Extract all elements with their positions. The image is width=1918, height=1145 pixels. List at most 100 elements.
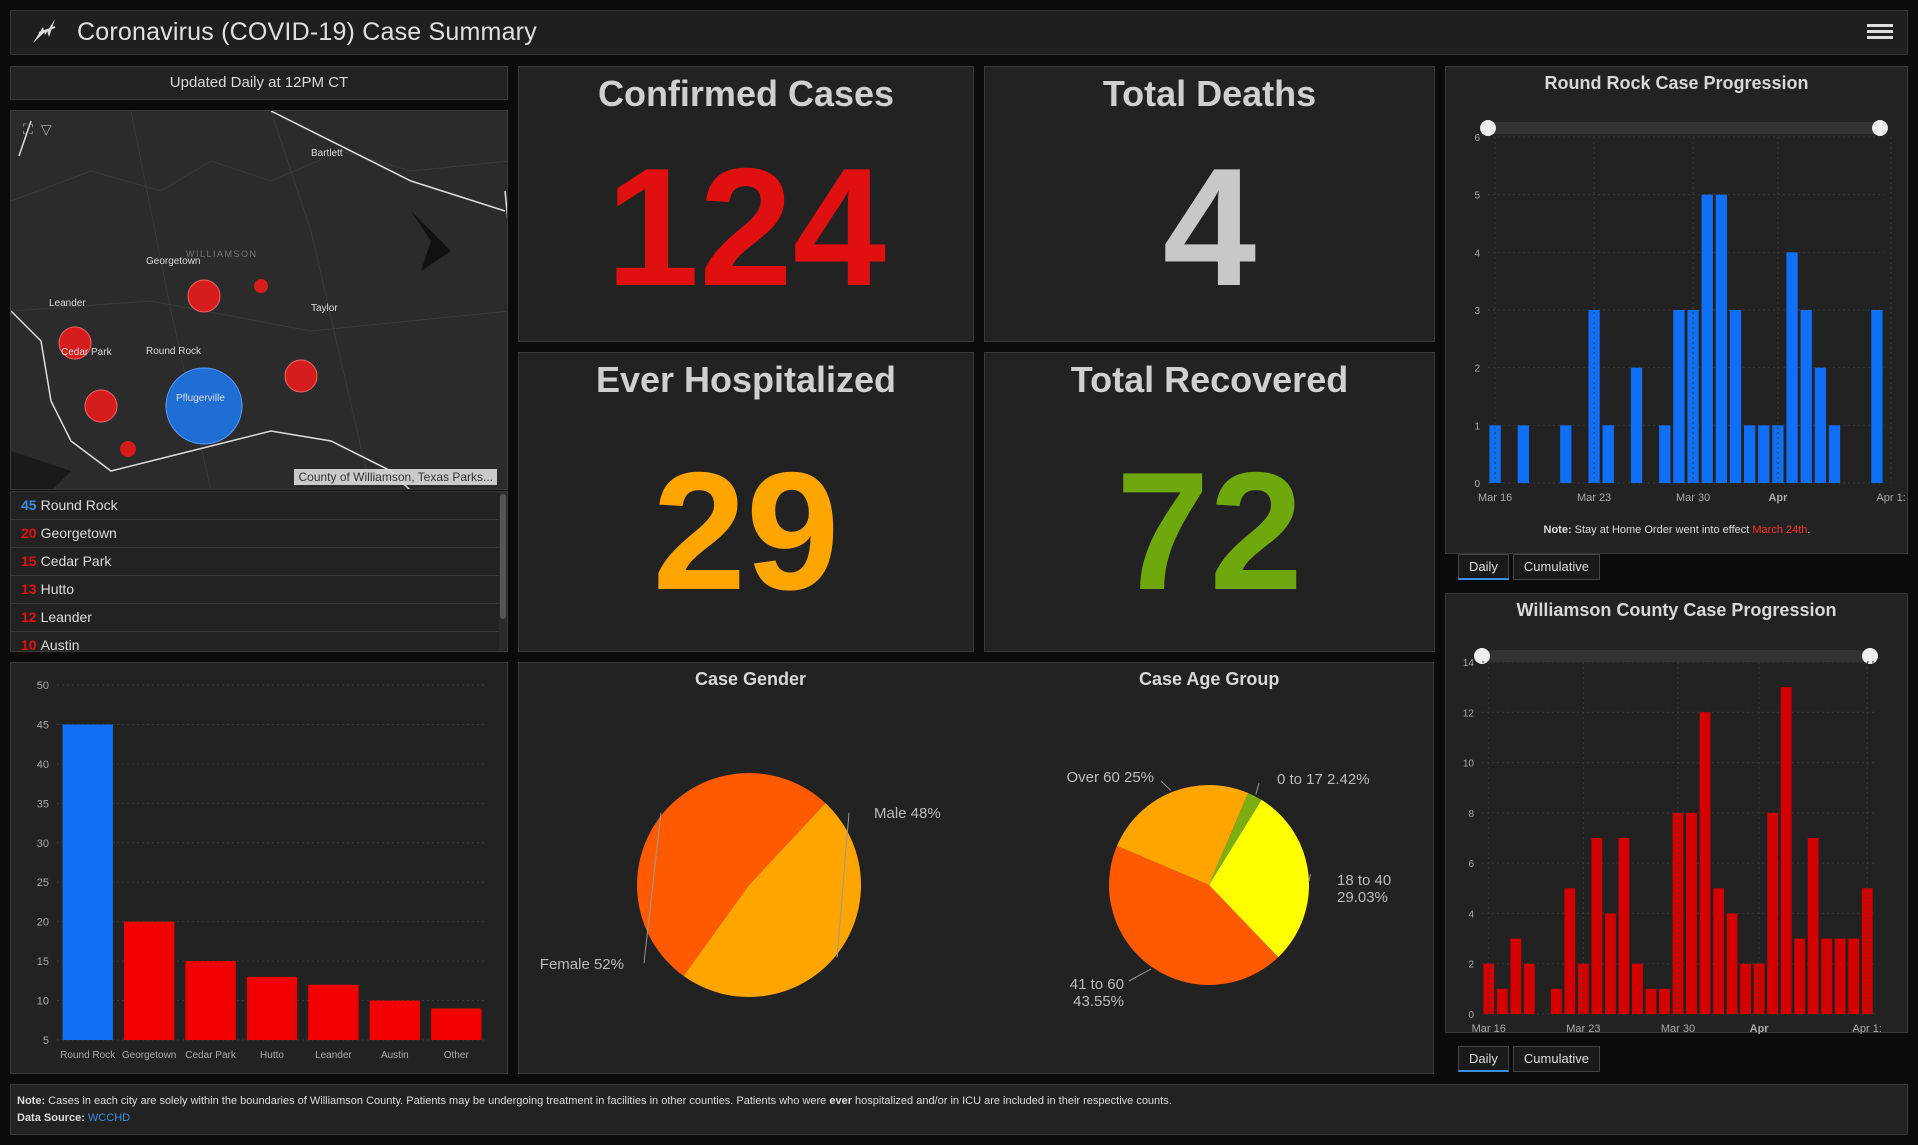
city-list-item[interactable]: 45 Round Rock [11, 492, 507, 520]
georgetown-marker[interactable] [187, 279, 221, 313]
bar[interactable] [62, 724, 113, 1040]
bar[interactable] [1618, 838, 1630, 1014]
bar[interactable] [185, 961, 236, 1040]
bar[interactable] [1848, 938, 1860, 1014]
bar[interactable] [1729, 310, 1742, 483]
bar[interactable] [1828, 425, 1841, 483]
footer-note-bold: ever [829, 1095, 852, 1107]
case-map[interactable]: ⛶ ▽ Bartlett Georgetown WILLIAMSON Leander T… [10, 110, 508, 490]
bar[interactable] [1659, 425, 1671, 483]
bar[interactable] [1821, 938, 1833, 1014]
pie-slice[interactable] [1109, 845, 1279, 985]
chevron-down-icon[interactable]: ▽ [40, 121, 52, 137]
y-tick-label: 4 [1474, 248, 1480, 259]
bar[interactable] [1726, 913, 1738, 1014]
city-list-item[interactable]: 15 Cedar Park [11, 548, 507, 576]
bar[interactable] [1564, 888, 1576, 1014]
bar[interactable] [1489, 425, 1501, 483]
city-list[interactable]: 45 Round Rock 20 Georgetown 15 Cedar Park 13 Hu… [10, 491, 508, 652]
bar[interactable] [1496, 988, 1508, 1014]
x-tick-label: Mar 30 [1676, 492, 1710, 504]
range-slider-handle-start[interactable] [1480, 120, 1496, 136]
bar[interactable] [1713, 888, 1724, 1014]
bar[interactable] [1659, 988, 1670, 1014]
pie-slice[interactable] [1116, 785, 1249, 885]
bar[interactable] [1871, 310, 1883, 483]
bar[interactable] [1807, 838, 1819, 1014]
bar[interactable] [1687, 310, 1699, 483]
bar[interactable] [369, 1000, 421, 1040]
bar[interactable] [1673, 310, 1685, 483]
round-rock-marker[interactable] [165, 367, 243, 445]
bar[interactable] [246, 976, 298, 1040]
bar[interactable] [1780, 687, 1792, 1014]
rr-tab-daily[interactable]: Daily [1458, 554, 1509, 580]
map-select-icon[interactable]: ⛶ [23, 121, 33, 137]
range-slider-track[interactable] [1482, 650, 1874, 662]
range-slider-handle-end[interactable] [1862, 648, 1878, 664]
app-header: Coronavirus (COVID-19) Case Summary [10, 10, 1908, 55]
pie-slice[interactable] [683, 803, 861, 997]
cedar-park-marker[interactable] [84, 389, 118, 423]
wc-tab-cumulative[interactable]: Cumulative [1512, 1046, 1600, 1072]
age-pie-title: Case Age Group [1139, 669, 1280, 689]
city-name: Austin [40, 637, 80, 652]
rr-tab-cumulative[interactable]: Cumulative [1512, 554, 1600, 580]
x-tick-label: Apr [1768, 492, 1788, 504]
bar[interactable] [1510, 938, 1522, 1014]
bar[interactable] [1630, 367, 1643, 483]
bar[interactable] [1686, 812, 1697, 1014]
bar[interactable] [1715, 194, 1728, 483]
bar[interactable] [1701, 194, 1713, 483]
bar[interactable] [1588, 310, 1600, 483]
city-list-item[interactable]: 12 Leander [11, 604, 507, 632]
bar[interactable] [1800, 310, 1812, 483]
austin-marker[interactable] [120, 441, 136, 457]
city-list-item[interactable]: 13 Hutto [11, 576, 507, 604]
bar[interactable] [1632, 963, 1643, 1014]
bar[interactable] [1861, 888, 1873, 1014]
hutto-marker[interactable] [284, 359, 318, 393]
city-list-scrollbar[interactable] [499, 492, 507, 651]
bar[interactable] [1605, 913, 1616, 1014]
range-slider-track[interactable] [1488, 122, 1884, 134]
pie-slice[interactable] [1209, 792, 1262, 885]
bar[interactable] [1699, 712, 1711, 1014]
bar[interactable] [1743, 425, 1756, 483]
bar[interactable] [1767, 812, 1779, 1014]
bar[interactable] [1794, 938, 1806, 1014]
bar[interactable] [1740, 963, 1751, 1014]
city-case-count: 13 [21, 581, 37, 597]
wc-tab-daily[interactable]: Daily [1458, 1046, 1509, 1072]
bar[interactable] [1758, 425, 1770, 483]
bar[interactable] [1550, 988, 1562, 1014]
pie-label: Male 48% [874, 805, 941, 822]
bar[interactable] [1523, 963, 1535, 1014]
bar[interactable] [308, 984, 359, 1040]
bar[interactable] [1602, 425, 1614, 483]
leander-marker[interactable] [58, 326, 92, 360]
bar[interactable] [123, 921, 175, 1040]
bar[interactable] [431, 1008, 482, 1040]
map-attribution[interactable]: County of Williamson, Texas Parks... [294, 469, 497, 485]
data-source-link[interactable]: WCCHD [87, 1112, 131, 1124]
hamburger-menu-icon[interactable] [1867, 21, 1893, 43]
williamson-marker[interactable] [254, 279, 268, 293]
pie-label: 18 to 40 29.03% [1337, 872, 1391, 906]
range-slider-handle-start[interactable] [1474, 648, 1490, 664]
bar[interactable] [1834, 938, 1846, 1014]
bar[interactable] [1772, 425, 1784, 483]
bar[interactable] [1645, 988, 1657, 1014]
city-list-item[interactable]: 20 Georgetown [11, 520, 507, 548]
bar[interactable] [1560, 425, 1572, 483]
range-slider-handle-end[interactable] [1872, 120, 1888, 136]
pie-slice[interactable] [1209, 799, 1309, 958]
bar[interactable] [1814, 367, 1827, 483]
bar[interactable] [1591, 838, 1603, 1014]
bar[interactable] [1786, 252, 1798, 483]
pie-slice[interactable] [637, 773, 826, 976]
bar[interactable] [1517, 425, 1530, 483]
city-list-item[interactable]: 10 Austin [11, 632, 507, 652]
city-case-count: 20 [21, 525, 37, 541]
